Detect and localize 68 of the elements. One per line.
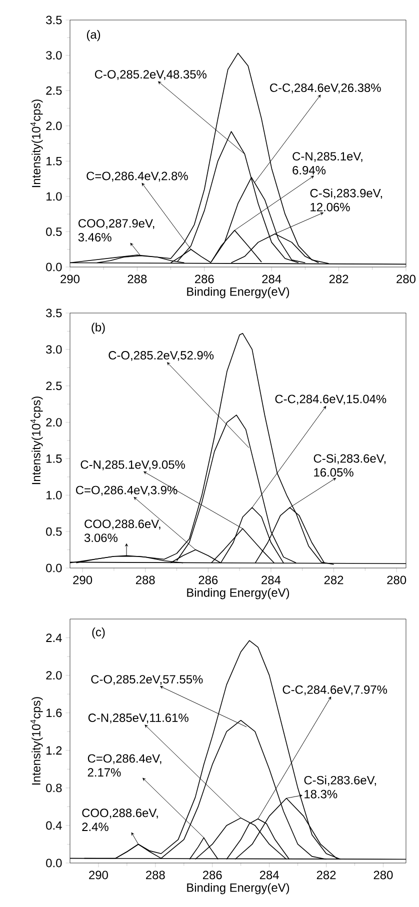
y-tick-label: 1.6	[46, 708, 62, 718]
annotation: C=O,286.4eV,2.8%	[86, 172, 188, 182]
x-tick-label: 288	[146, 870, 165, 880]
annotation: COO,287.9eV, 3.46%	[78, 219, 154, 242]
annotation: C-C,284.6eV,26.38%	[270, 84, 381, 94]
x-tick-label: 284	[260, 870, 279, 880]
x-tick-label: 284	[261, 576, 280, 584]
y-tick-label: 1.5	[46, 454, 62, 463]
x-tick-label: 282	[324, 576, 343, 584]
y-tick-label: 3.5	[46, 308, 62, 318]
x-tick-label: 288	[128, 274, 146, 284]
y-tick-label: 2.0	[46, 671, 62, 680]
y-tick-label: 1.5	[46, 156, 62, 166]
annotation: C-O,285.2eV,48.35%	[94, 70, 206, 80]
y-tick-label: 2.0	[46, 122, 62, 130]
x-tick-label: 280	[374, 870, 393, 880]
y-tick-label: 3.0	[46, 51, 62, 60]
x-tick-label: 286	[198, 576, 218, 584]
y-tick-label: 2.0	[46, 418, 62, 427]
annotation: (b)	[92, 322, 105, 334]
y-axis-title: Intensity(10$^{4}$cps)	[30, 100, 43, 188]
x-axis-title: Binding Energy(eV)	[187, 588, 289, 600]
y-tick-label: 0.0	[46, 858, 62, 868]
annotation: (a)	[86, 30, 100, 42]
y-tick-label: 0.0	[46, 564, 62, 572]
annotation: C-Si,283.6eV, 18.3%	[304, 776, 376, 798]
x-tick-label: 290	[73, 576, 92, 584]
y-tick-label: 1.0	[46, 192, 62, 201]
y-axis-title: Intensity(10$^{4}$cps)	[30, 396, 43, 484]
annotation: C=O,286.4eV,3.9%	[76, 486, 178, 496]
x-tick-label: 280	[396, 274, 416, 284]
annotation: C-N,285eV,11.61%	[88, 714, 188, 724]
annotation: (c)	[92, 628, 105, 639]
x-tick-label: 282	[329, 274, 348, 284]
annotation: C-O,285.2eV,52.9%	[108, 351, 214, 361]
y-tick-label: 0.8	[46, 784, 62, 792]
x-tick-label: 280	[387, 576, 406, 584]
annotation: C=O,286.4eV, 2.17%	[88, 754, 162, 777]
y-tick-label: 1.0	[46, 490, 62, 500]
x-tick-label: 286	[202, 870, 222, 880]
y-tick-label: 2.5	[46, 86, 62, 95]
y-tick-label: 2.5	[46, 382, 62, 390]
annotation: C-C,284.6eV,7.97%	[282, 685, 387, 696]
x-tick-label: 284	[262, 274, 282, 284]
x-tick-label: 290	[60, 274, 80, 284]
y-axis-title: Intensity(10$^{4}$cps)	[30, 697, 43, 785]
annotation: C-C,284.6eV,15.04%	[275, 394, 386, 405]
annotation: COO,288.6eV, 3.06%	[84, 520, 160, 542]
y-tick-label: 0.0	[46, 262, 62, 272]
annotation: COO,288.6eV, 2.4%	[82, 808, 158, 832]
y-tick-label: 3.5	[46, 16, 62, 24]
annotation: C-N,285.1eV, 6.94%	[292, 152, 362, 174]
x-tick-label: 288	[136, 576, 155, 584]
x-axis-title: Binding Energy(eV)	[187, 287, 289, 298]
y-tick-label: 3.0	[46, 345, 62, 354]
x-tick-label: 290	[88, 870, 108, 880]
x-tick-label: 282	[316, 870, 336, 880]
annotation: C-N,285.1eV,9.05%	[80, 460, 185, 470]
y-tick-label: 2.4	[46, 634, 62, 642]
y-tick-label: 1.2	[46, 746, 62, 755]
annotation: C-Si,283.6eV, 16.05%	[314, 454, 386, 477]
y-tick-label: 0.5	[46, 527, 62, 536]
x-axis-title: Binding Energy(eV)	[187, 883, 289, 894]
annotation: C-Si,283.9eV, 12.06%	[310, 188, 382, 212]
x-tick-label: 286	[194, 274, 214, 284]
annotation: C-O,285.2eV,57.55%	[91, 675, 203, 685]
y-tick-label: 0.4	[46, 821, 62, 830]
y-tick-label: 0.5	[46, 227, 62, 236]
